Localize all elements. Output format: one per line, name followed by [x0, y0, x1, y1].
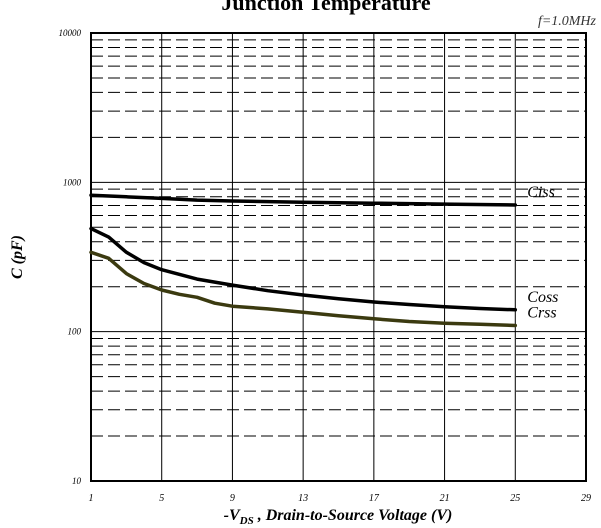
x-tick-label: 17: [369, 493, 380, 504]
series-lines: [89, 193, 518, 328]
y-axis-label: C (pF): [9, 235, 26, 279]
y-tick-label: 10: [72, 476, 82, 486]
series-label-coss: Coss: [527, 289, 558, 306]
frequency-annotation: f=1.0MHz: [538, 14, 597, 29]
x-tick-label: 13: [298, 493, 308, 504]
x-tick-label: 5: [159, 493, 164, 504]
x-tick-label: 1: [89, 493, 94, 504]
series-line-coss: [89, 226, 518, 312]
y-tick-label: 1000: [63, 177, 82, 187]
x-axis-label: -VDS , Drain-to-Source Voltage (V): [224, 507, 453, 527]
chart-title: Junction Temperature: [221, 0, 430, 15]
series-label-crss: Crss: [527, 304, 556, 321]
series-line-ciss: [89, 193, 518, 207]
tick-labels: 10 100 1000 10000 1 5 9 13 17 21 25 29: [59, 28, 592, 504]
x-axis-label-subscript: DS: [239, 515, 254, 527]
series-label-ciss: Ciss: [527, 184, 555, 201]
x-axis-label-suffix: , Drain-to-Source Voltage (V): [254, 507, 453, 524]
plot-area-border: [90, 32, 587, 482]
x-tick-label: 21: [440, 493, 450, 504]
y-tick-label: 10000: [59, 28, 82, 38]
series-line-crss: [89, 250, 518, 328]
x-axis-label-prefix: -V: [224, 507, 241, 524]
x-tick-label: 29: [581, 493, 591, 504]
x-tick-label: 9: [230, 493, 235, 504]
grid-lines: [91, 33, 586, 481]
x-tick-label: 25: [510, 493, 520, 504]
y-tick-label: 100: [68, 327, 82, 337]
